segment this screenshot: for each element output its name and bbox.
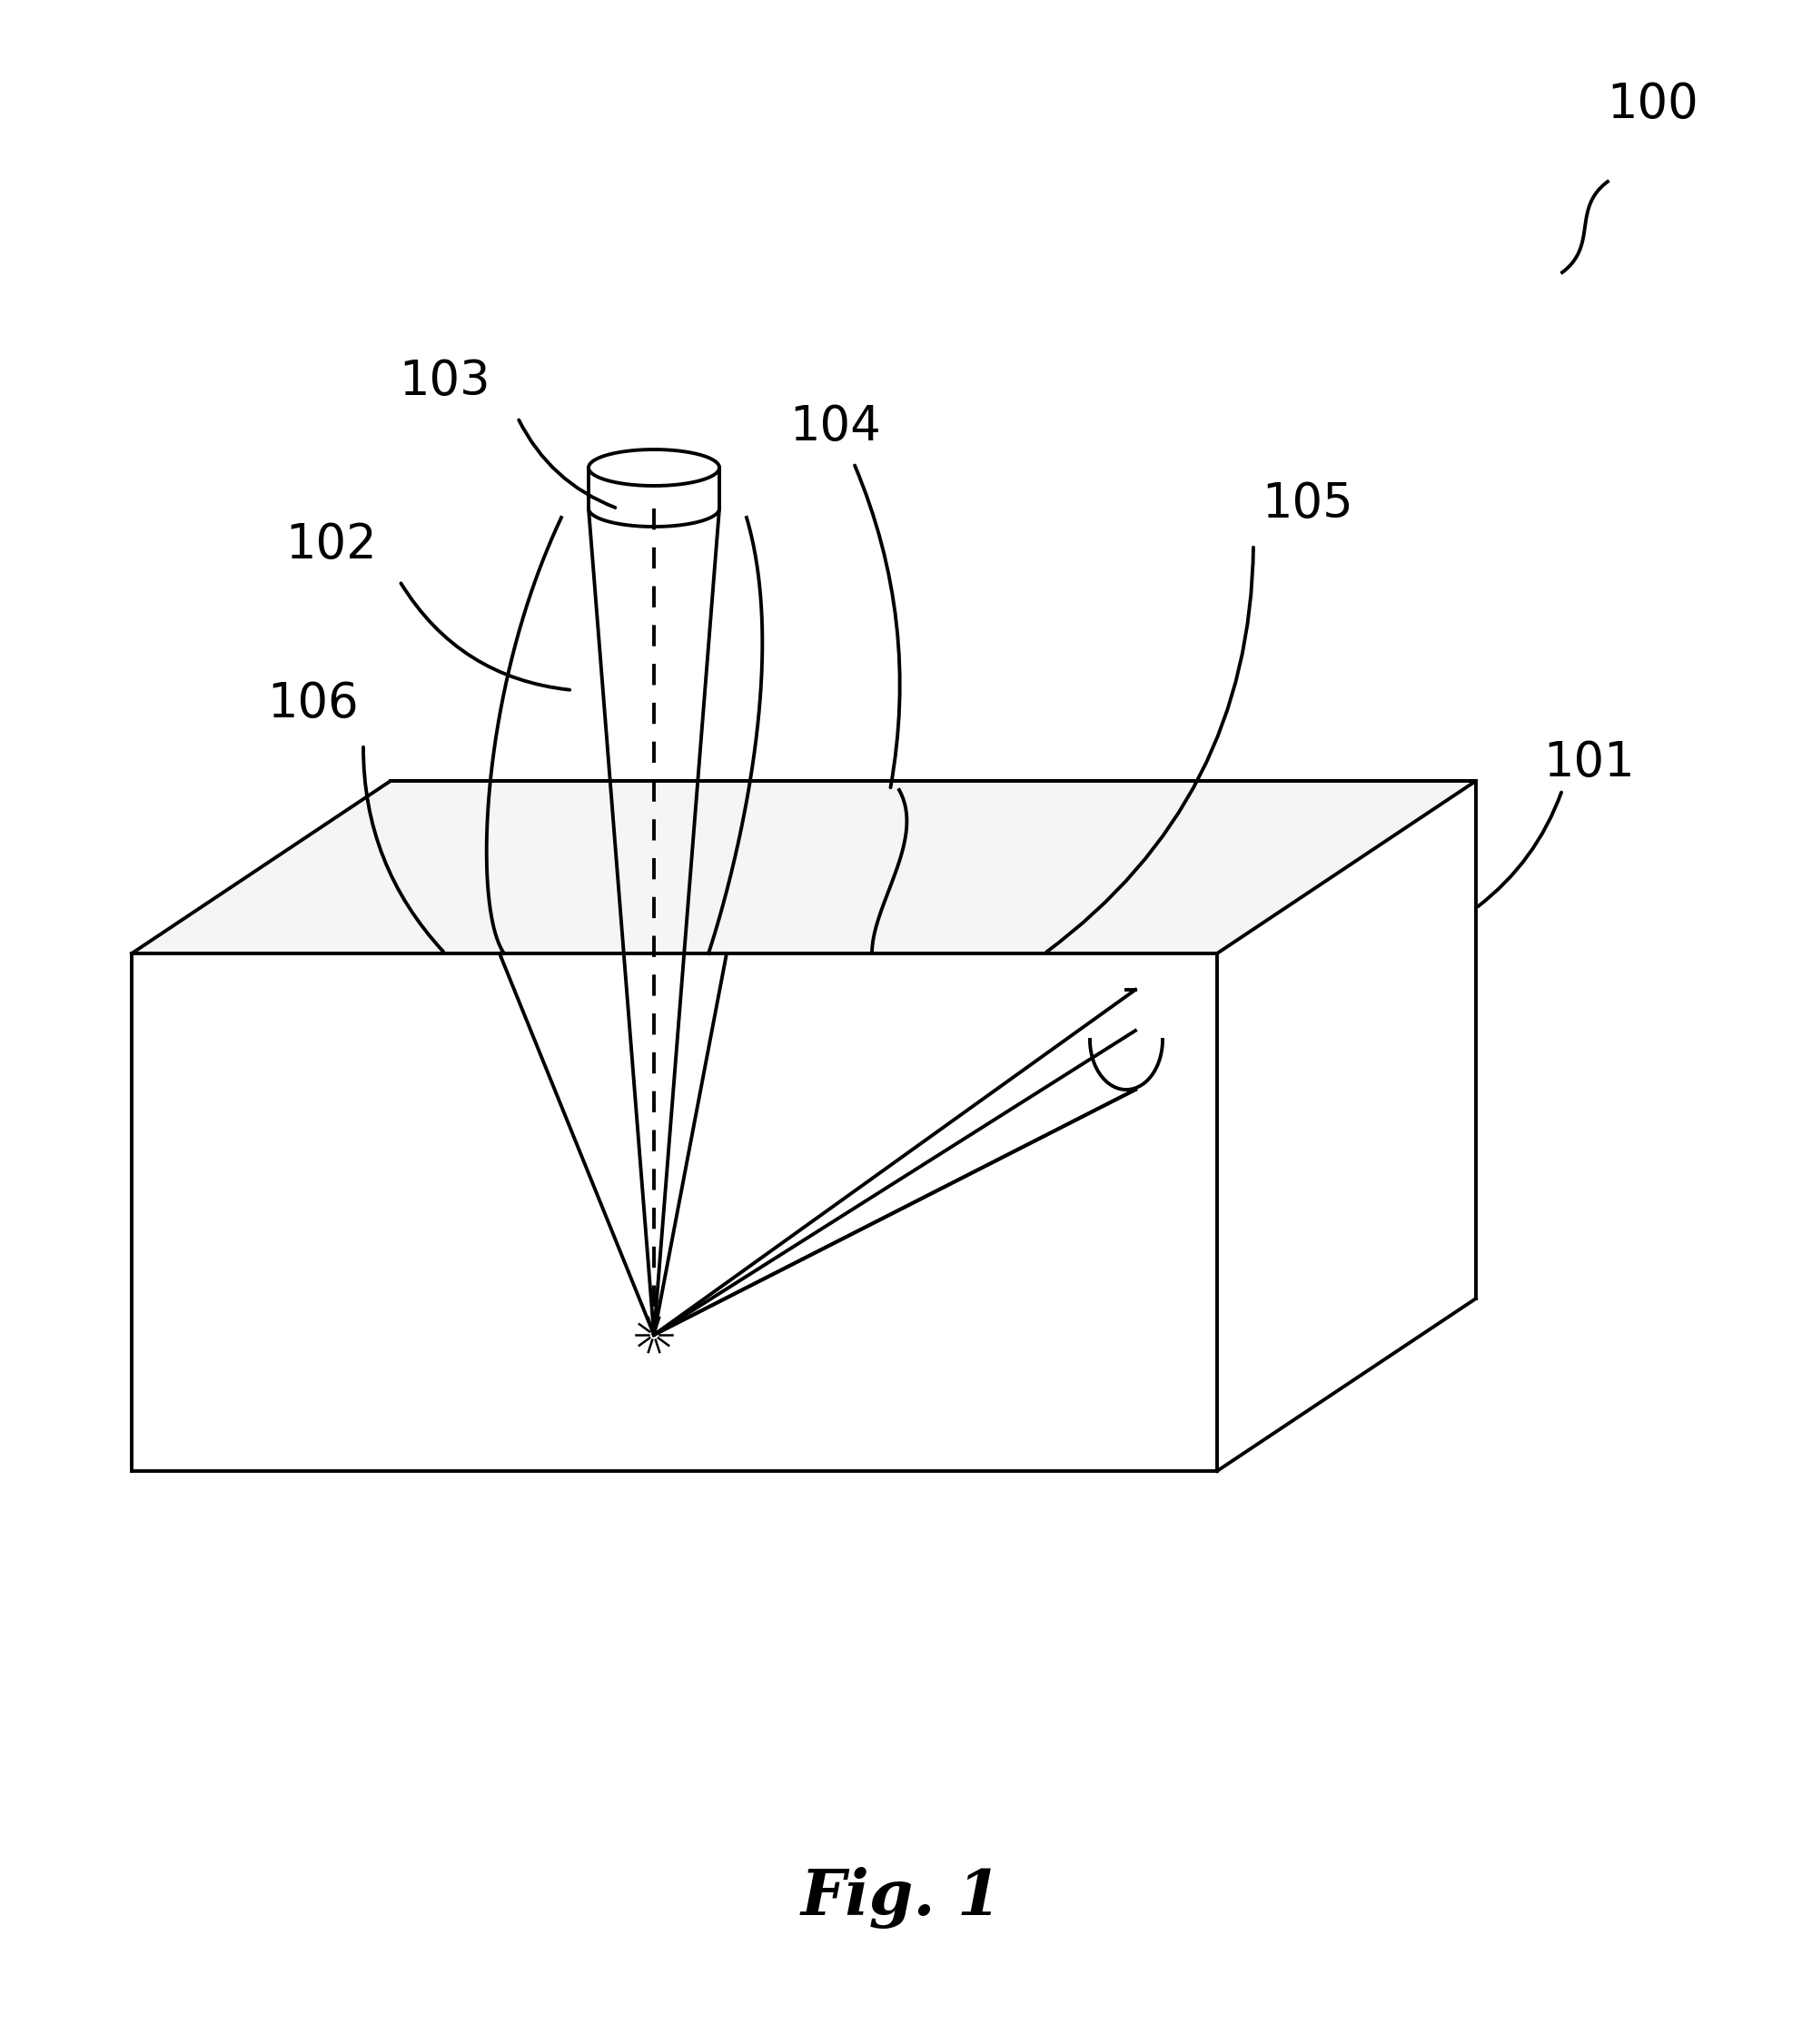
Text: 100: 100 (1607, 82, 1699, 129)
Polygon shape (132, 781, 1476, 953)
Text: 105: 105 (1261, 480, 1353, 527)
Text: 106: 106 (268, 681, 359, 728)
Text: 101: 101 (1544, 740, 1634, 787)
Text: 104: 104 (789, 403, 881, 450)
Text: 102: 102 (287, 521, 377, 568)
Text: 103: 103 (400, 358, 490, 405)
Text: Fig. 1: Fig. 1 (800, 1866, 1002, 1930)
